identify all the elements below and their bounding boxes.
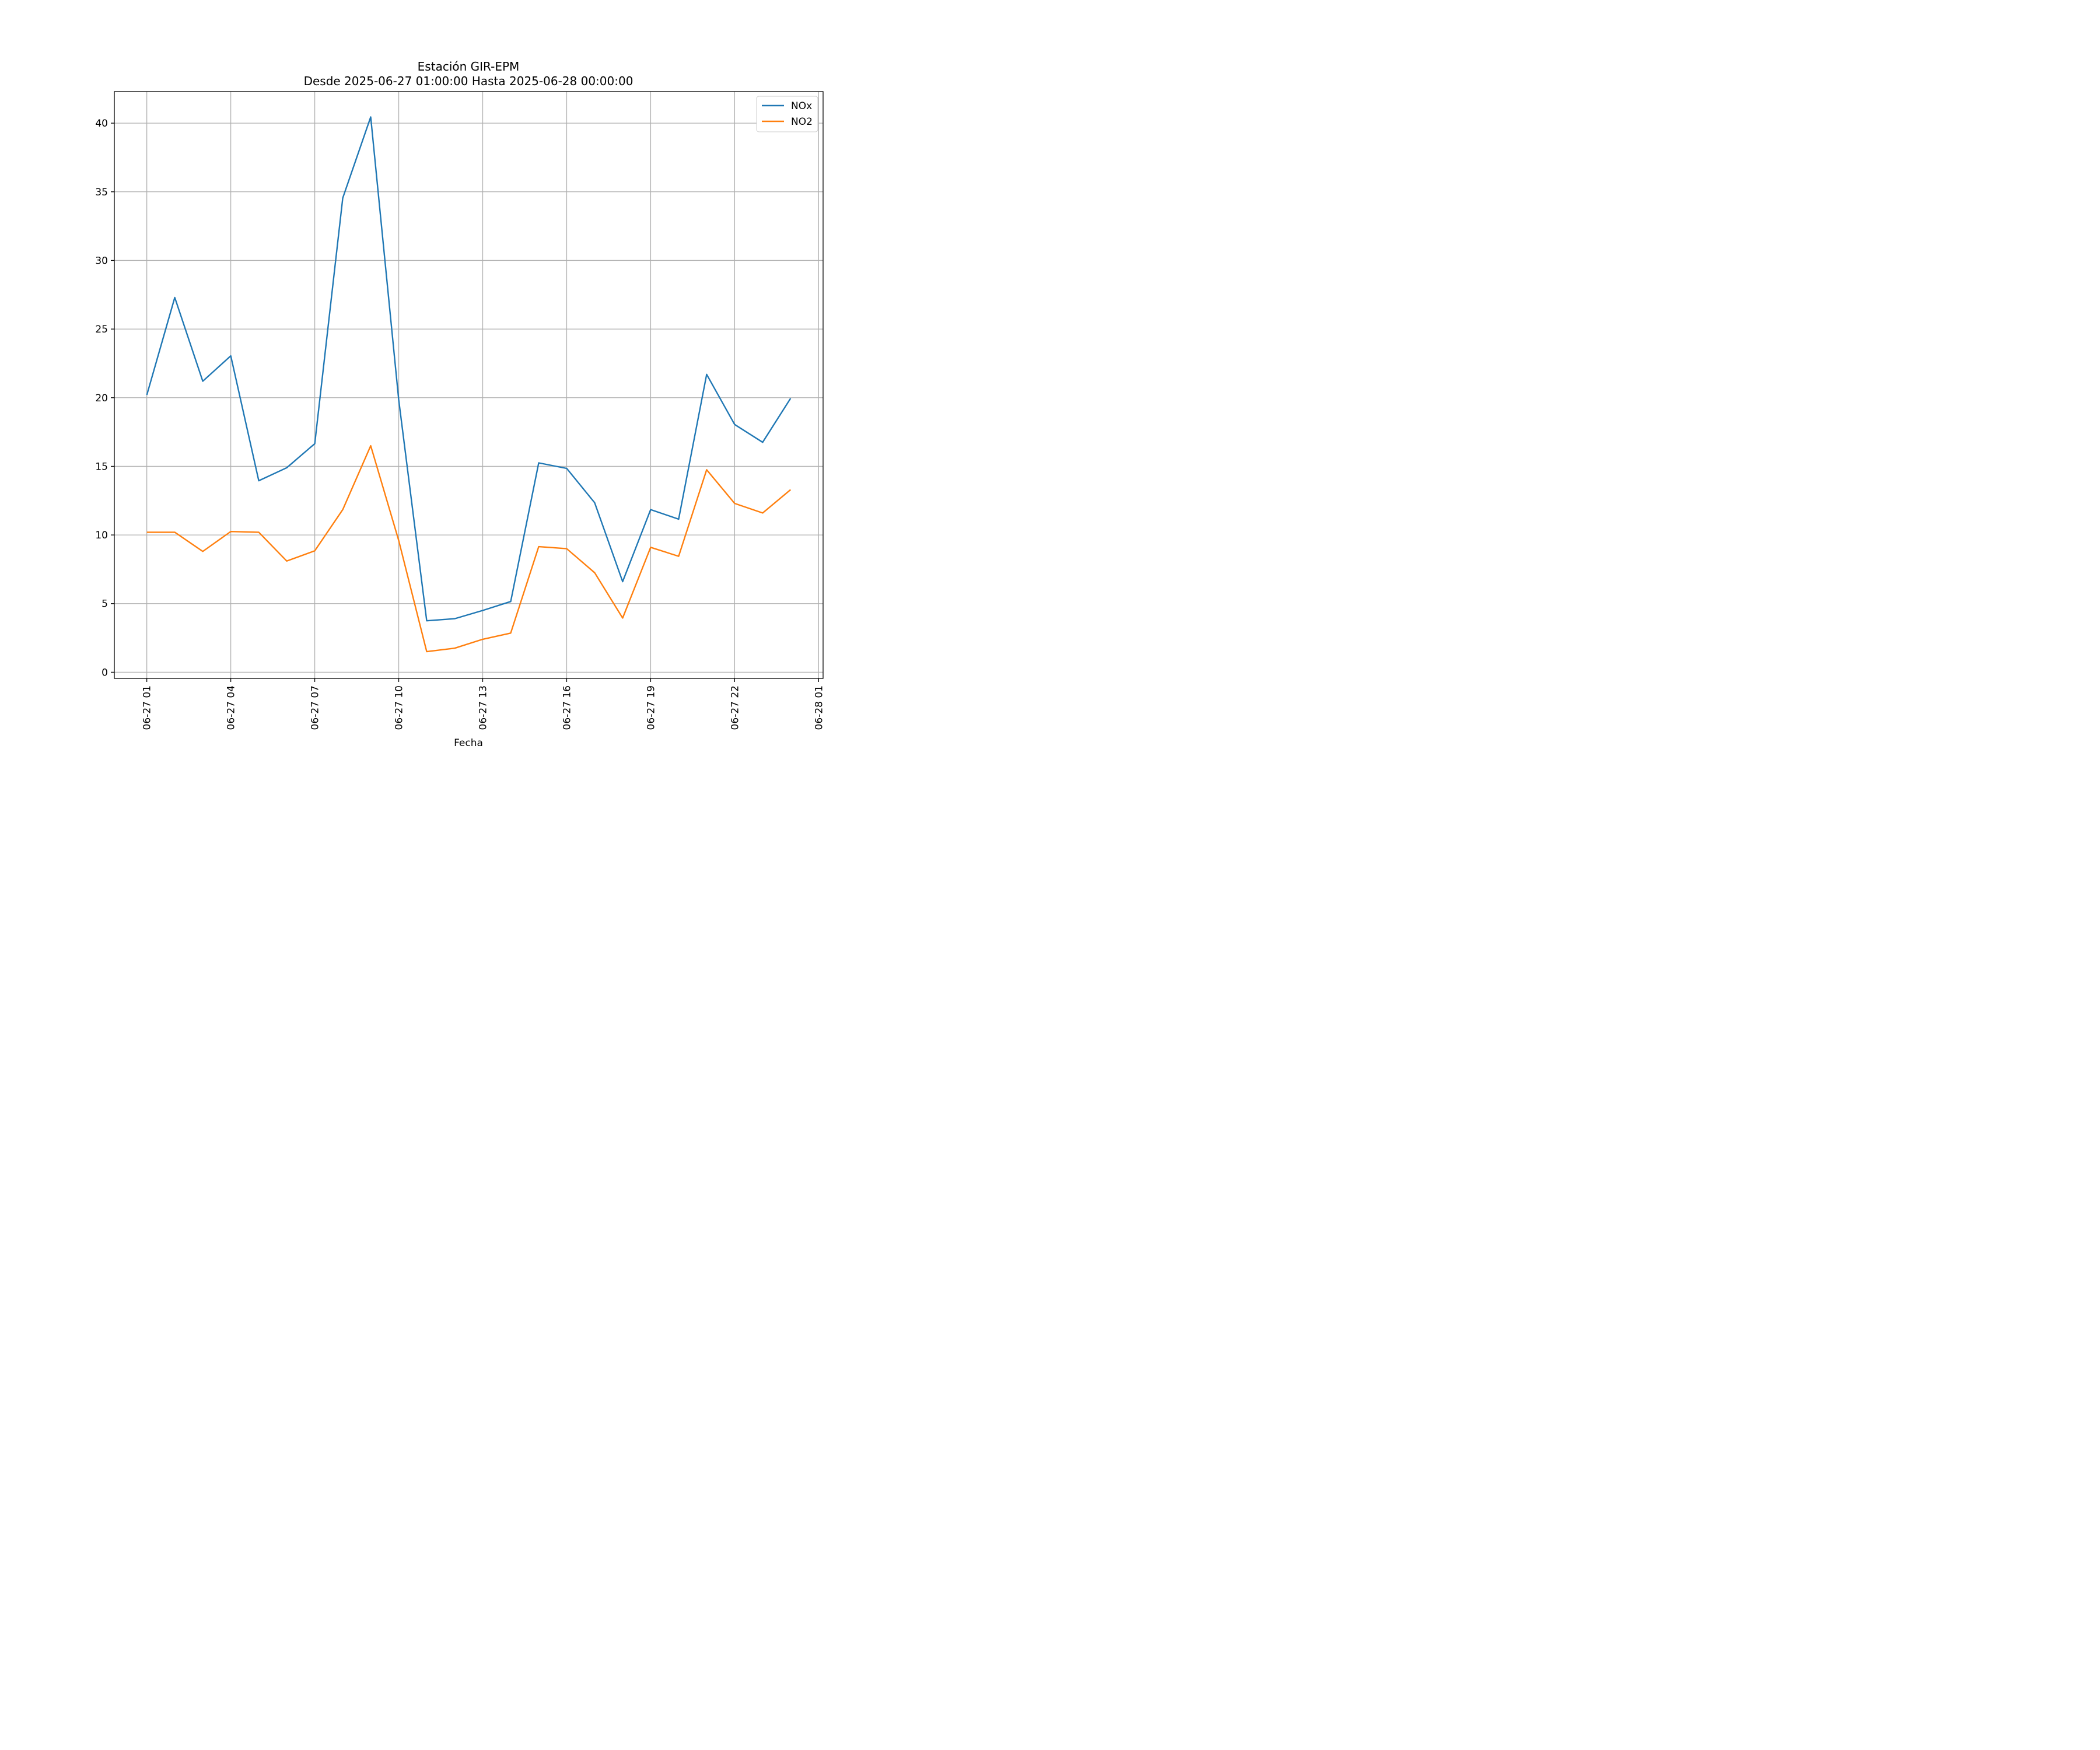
series-line-nox [146,116,792,622]
y-tick-label: 10 [95,530,108,541]
x-tick-label: 06-27 01 [142,685,153,730]
y-tick-label: 40 [95,118,108,130]
grid [114,92,823,678]
x-tick-label: 06-27 19 [645,685,657,730]
x-tick-label: 06-27 16 [561,685,573,730]
chart-title: Estación GIR-EPM [418,60,520,74]
y-tick-label: 20 [95,393,108,404]
x-tick-label: 06-27 07 [310,685,321,730]
legend-label-no2: NO2 [791,116,813,128]
legend: NOx NO2 [756,96,818,132]
plot-area-frame [114,91,824,679]
chart: Estación GIR-EPM Desde 2025-06-27 01:00:… [0,0,904,758]
y-tick-label: 30 [95,255,108,267]
x-tick-label: 06-28 01 [813,685,825,730]
x-tick-label: 06-27 10 [394,685,405,730]
y-tick-label: 25 [95,324,108,335]
x-tick-label: 06-27 13 [477,685,489,730]
y-tick-label: 15 [95,461,108,473]
x-axis-label: Fecha [454,737,483,749]
series-line-no2 [146,444,792,653]
y-tick-label: 35 [95,187,108,198]
axis-ticks: 06-27 01 06-27 04 06-27 07 06-27 10 06-27 13… [95,118,825,730]
x-tick-label: 06-27 22 [729,685,741,730]
x-tick-label: 06-27 04 [226,685,237,730]
series-lines [146,116,792,653]
y-tick-label: 0 [102,667,108,678]
legend-label-nox: NOx [791,100,812,112]
y-tick-label: 5 [102,598,108,610]
chart-subtitle: Desde 2025-06-27 01:00:00 Hasta 2025-06-… [304,74,634,88]
